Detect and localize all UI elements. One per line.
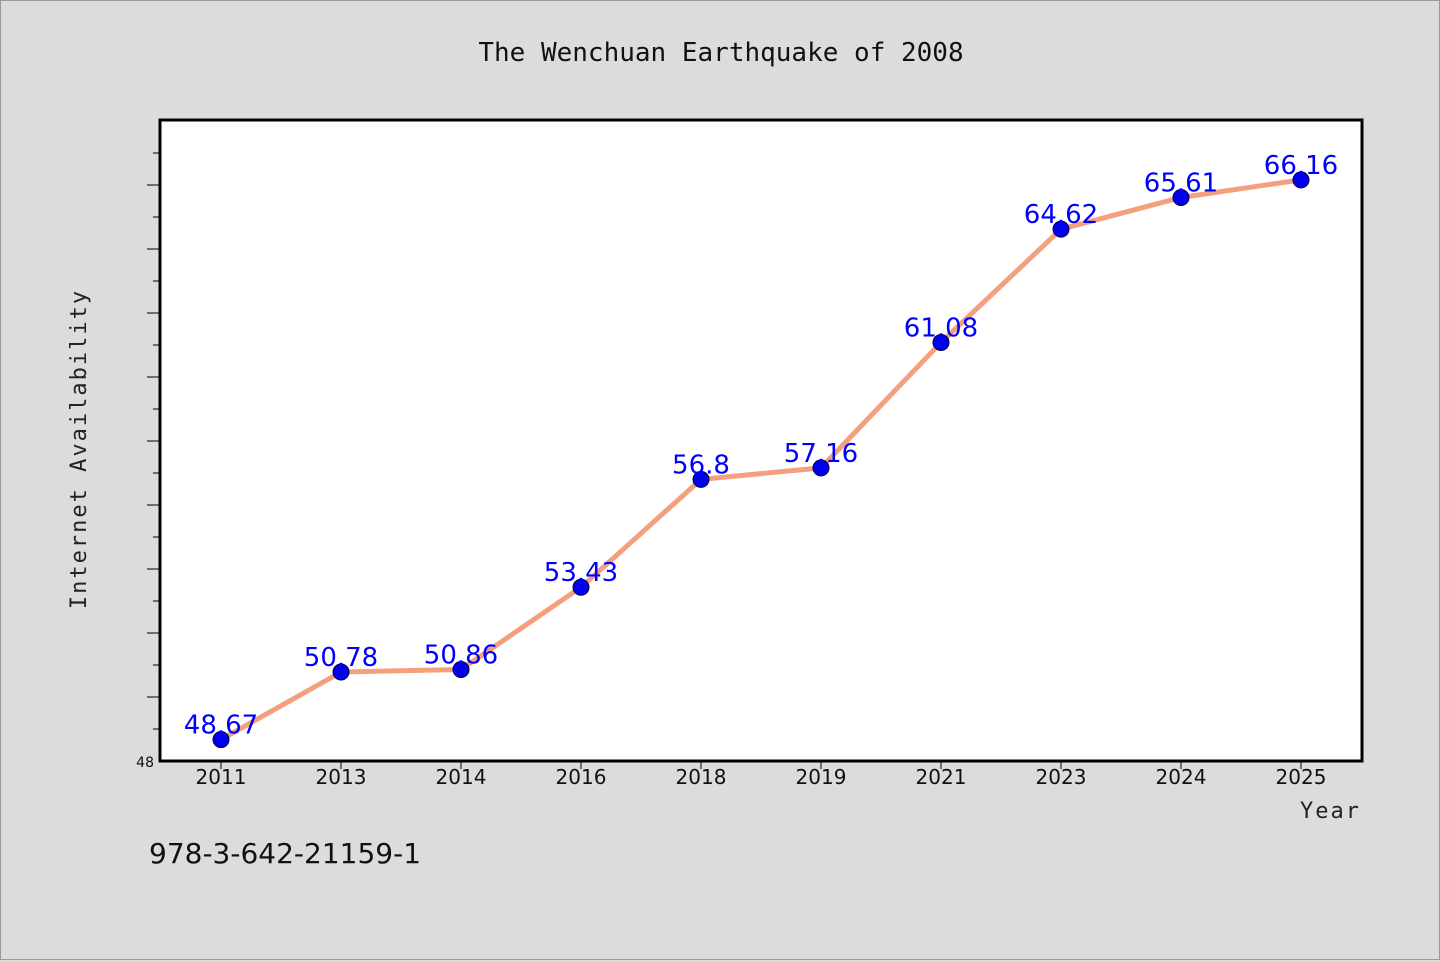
x-tick-label: 2024 <box>1156 765 1207 789</box>
data-label: 65.61 <box>1144 168 1218 198</box>
series-points-group <box>212 171 1310 749</box>
data-point <box>1052 220 1070 238</box>
data-point <box>1292 171 1310 189</box>
data-label: 64.62 <box>1024 200 1098 230</box>
isbn-footer: 978-3-642-21159-1 <box>149 837 421 870</box>
data-point <box>332 663 350 681</box>
x-tick-label: 2018 <box>676 765 727 789</box>
x-axis-ticks: 2011 2013 2014 2016 2018 2019 2021 2023 2024 2025 <box>196 761 1327 789</box>
data-label: 66.16 <box>1264 151 1338 181</box>
y-axis-label: Internet Availability <box>67 289 92 609</box>
data-point <box>1172 188 1190 206</box>
x-tick-label: 2013 <box>316 765 367 789</box>
y-tick-label: 48 <box>136 755 154 771</box>
data-label: 56.8 <box>672 450 730 480</box>
data-point <box>692 470 710 488</box>
x-axis-label: Year <box>1300 799 1361 824</box>
data-point <box>932 333 950 351</box>
series-line <box>218 177 1304 743</box>
x-tick-label: 2023 <box>1036 765 1087 789</box>
series-line-group <box>218 177 1304 743</box>
data-label: 57.16 <box>784 439 858 469</box>
x-tick-label: 2014 <box>436 765 487 789</box>
x-tick-label: 2019 <box>796 765 847 789</box>
data-label: 50.86 <box>424 640 498 670</box>
x-tick-label: 2011 <box>196 765 247 789</box>
data-labels-group: 48.67 50.78 50.86 53.43 56.8 57.16 61.08 64.62 6… <box>184 151 1338 741</box>
data-point <box>572 578 590 596</box>
data-label: 53.43 <box>544 558 618 588</box>
chart-title: The Wenchuan Earthquake of 2008 <box>478 38 963 68</box>
plot-area <box>158 118 1364 763</box>
x-tick-label: 2021 <box>916 765 967 789</box>
data-point <box>212 731 230 749</box>
data-label: 48.67 <box>184 711 258 741</box>
data-label: 61.08 <box>904 313 978 343</box>
x-tick-label: 2016 <box>556 765 607 789</box>
y-axis-ticks <box>147 152 161 730</box>
data-label: 50.78 <box>304 643 378 673</box>
x-tick-label: 2025 <box>1276 765 1327 789</box>
data-point <box>812 459 830 477</box>
data-point <box>452 660 470 678</box>
